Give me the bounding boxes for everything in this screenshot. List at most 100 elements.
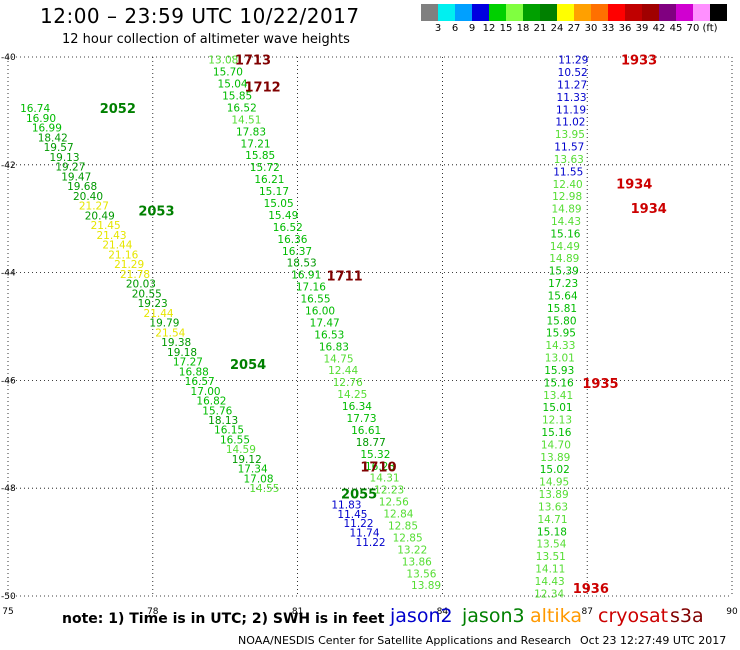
colorbar-tick: 27 (567, 23, 581, 34)
page-subtitle: 12 hour collection of altimeter wave hei… (62, 32, 350, 47)
swh-value: 11.45 (337, 509, 367, 521)
swh-value: 12.34 (534, 588, 564, 600)
swh-value: 21.43 (96, 230, 126, 242)
swh-value: 20.49 (85, 210, 115, 222)
swh-value: 15.16 (550, 228, 580, 240)
swh-value: 13.56 (406, 568, 436, 580)
swh-value: 14.33 (545, 340, 575, 352)
colorbar-swatch (693, 4, 710, 21)
legend-jason2: jason2 (390, 605, 453, 627)
colorbar-swatch (710, 4, 727, 21)
grid (7, 56, 733, 597)
legend-altika: altika (530, 605, 582, 627)
swh-value: 15.32 (360, 449, 390, 461)
swh-value: 14.75 (323, 353, 353, 365)
swh-value: 13.22 (397, 544, 427, 556)
swh-value: 17.00 (191, 386, 221, 398)
swh-value: 17.08 (243, 473, 273, 485)
pass-number: 1713 (235, 54, 271, 69)
swh-value: 21.44 (102, 240, 132, 252)
swh-value: 13.54 (536, 539, 566, 551)
swh-value: 18.13 (208, 415, 238, 427)
colorbar-swatch (557, 4, 574, 21)
pass-number: 2053 (138, 205, 174, 220)
swh-value: 16.61 (351, 425, 381, 437)
swh-value: 11.57 (554, 142, 584, 154)
swh-value: 14.43 (551, 216, 581, 228)
swh-value: 18.53 (287, 258, 317, 270)
colorbar-swatch (540, 4, 557, 21)
colorbar-tick: 15 (499, 23, 513, 34)
swh-value: 17.16 (296, 282, 326, 294)
swh-value: 13.95 (555, 129, 585, 141)
swh-value: 12.85 (388, 521, 418, 533)
credit-text: NOAA/NESDIS Center for Satellite Applica… (238, 634, 572, 647)
colorbar-swatch (489, 4, 506, 21)
swh-value: 17.21 (241, 138, 271, 150)
swh-value: 16.91 (291, 270, 321, 282)
swh-value: 16.83 (319, 341, 349, 353)
swh-value: 14.55 (249, 483, 279, 495)
swh-value: 16.36 (277, 234, 307, 246)
swh-value: 13.89 (539, 489, 569, 501)
colorbar-tick: 70 (686, 23, 700, 34)
colorbar-tick: 9 (468, 23, 476, 34)
swh-value: 21.78 (120, 269, 150, 281)
pass-number: 1710 (360, 461, 396, 476)
swh-value: 13.08 (208, 55, 238, 67)
swh-value: 15.04 (218, 79, 248, 91)
generated-timestamp: Oct 23 12:27:49 UTC 2017 (580, 634, 727, 647)
colorbar-swatch (659, 4, 676, 21)
colorbar-tick: 42 (652, 23, 666, 34)
pass-number: 1712 (245, 81, 281, 96)
colorbar-swatch (523, 4, 540, 21)
colorbar-tick: 3 (434, 23, 442, 34)
swh-value: 13.86 (402, 556, 432, 568)
swh-value: 11.22 (343, 518, 373, 530)
colorbar-swatch (472, 4, 489, 21)
colorbar-swatch (591, 4, 608, 21)
swh-value: 21.27 (79, 201, 109, 213)
swh-value: 13.51 (536, 551, 566, 563)
swh-value: 13.89 (411, 580, 441, 592)
swh-value: 21.54 (155, 327, 185, 339)
swh-value: 11.27 (557, 80, 587, 92)
swh-value: 20.40 (73, 191, 103, 203)
swh-value: 15.72 (250, 162, 280, 174)
pass-number: 2055 (341, 488, 377, 503)
colorbar-swatch (438, 4, 455, 21)
colorbar-tick: 24 (550, 23, 564, 34)
swh-value: 16.99 (32, 123, 62, 135)
swh-value: 21.44 (144, 308, 174, 320)
swh-value: 15.95 (546, 328, 576, 340)
swh-value: 19.79 (149, 318, 179, 330)
colorbar-tick: 30 (584, 23, 598, 34)
swh-value: 19.12 (232, 454, 262, 466)
swh-value: 18.42 (38, 132, 68, 144)
swh-value: 12.85 (393, 532, 423, 544)
swh-value: 21.45 (91, 220, 121, 232)
colorbar-tick: 12 (482, 23, 496, 34)
pass-number: 2054 (230, 358, 266, 373)
swh-value: 20.03 (126, 279, 156, 291)
swh-value: 17.73 (347, 413, 377, 425)
swh-value: 15.01 (543, 402, 573, 414)
swh-value: 14.95 (539, 477, 569, 489)
pass-number: 1934 (616, 178, 652, 193)
x-tick-label: 75 (2, 607, 13, 617)
colorbar-tick: 18 (516, 23, 530, 34)
swh-value: 11.55 (553, 166, 583, 178)
y-tick-label: -42 (1, 161, 16, 171)
pass-number: 1933 (621, 54, 657, 69)
swh-value: 16.23 (365, 461, 395, 473)
swh-value: 15.76 (202, 405, 232, 417)
swh-value: 11.19 (556, 104, 586, 116)
swh-value: 15.05 (264, 198, 294, 210)
page-title: 12:00 – 23:59 UTC 10/22/2017 (40, 4, 360, 28)
swh-value: 17.23 (548, 278, 578, 290)
y-tick-label: -50 (1, 592, 16, 602)
swh-value: 12.56 (379, 497, 409, 509)
swh-value: 13.89 (540, 452, 570, 464)
legend-jason3: jason3 (462, 605, 525, 627)
